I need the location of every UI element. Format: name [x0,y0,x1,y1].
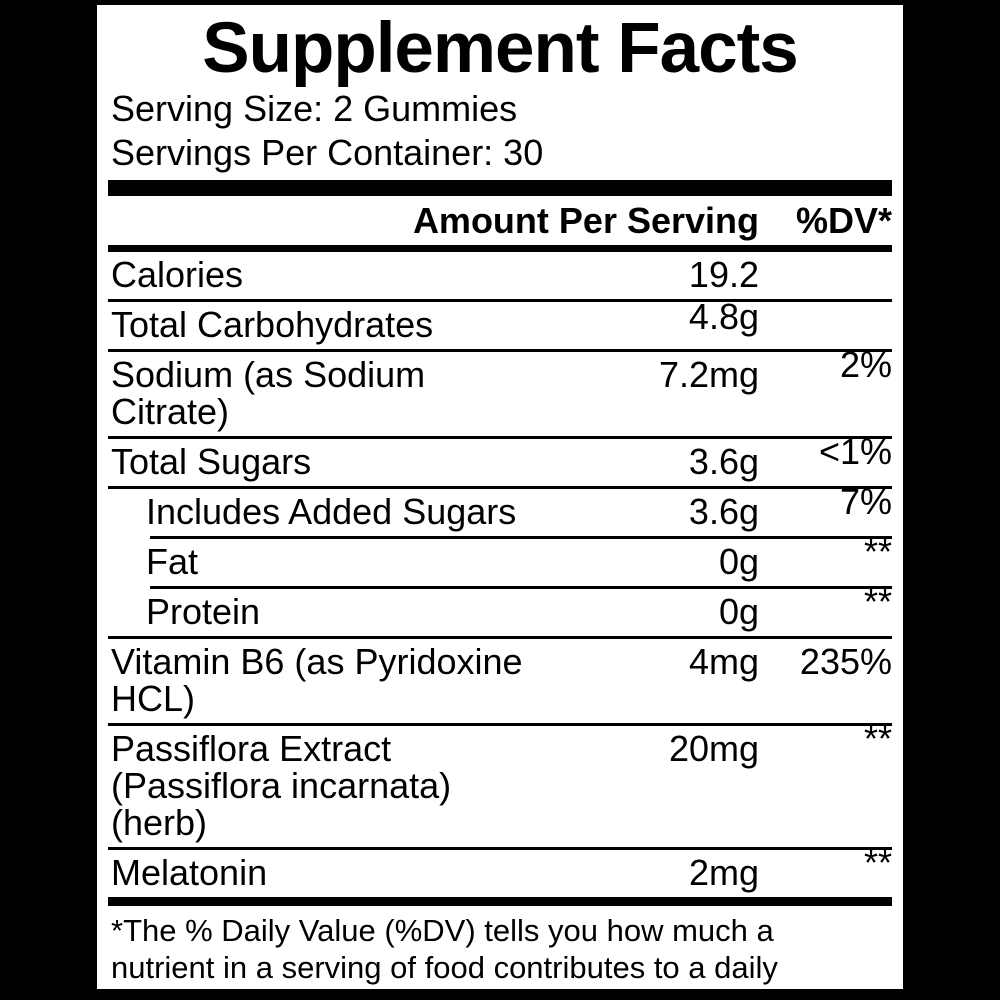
table-row-added-sugars: Includes Added Sugars 3.6g 7% [108,483,892,536]
nutrient-label: Protein [146,591,261,632]
table-row-vitamin-b6: Vitamin B6 (as Pyridoxine HCL) 4mg 235% [108,639,892,726]
servings-per-container-line: Servings Per Container: 30 [111,132,544,173]
table-row-passiflora: Passiflora Extract (Passiflora incarnata… [108,720,892,850]
amount-value: 2mg [688,852,759,893]
amount-per-serving-header: Amount Per Serving [412,199,759,241]
dv-value: ** [863,718,892,759]
nutrient-label: Total Carbohydrates [111,304,434,345]
nutrient-label: Fat [146,541,199,582]
dv-value: 2% [839,344,892,385]
amount-value: 7.2mg [658,354,759,395]
amount-value: 4.8g [688,296,759,337]
dv-value: ** [863,842,892,883]
amount-value: 20mg [668,728,759,769]
dv-value: ** [863,531,892,572]
amount-value: 0g [718,591,759,632]
sub-divider [150,586,892,589]
dv-value: ** [863,581,892,622]
table-row-total-carbohydrates: Total Carbohydrates 4.8g [108,298,892,352]
nutrient-label: Sodium (as Sodium Citrate) [111,354,426,432]
amount-value: 3.6g [688,441,759,482]
table-row-protein: Protein 0g ** [108,583,892,639]
dv-header: %DV* [795,199,892,241]
divider-thick-top [108,180,892,196]
serving-size-line: Serving Size: 2 Gummies [111,88,518,129]
amount-value: 3.6g [688,491,759,532]
table-row-melatonin: Melatonin 2mg ** [108,844,892,897]
dv-value: 7% [839,481,892,522]
table-row-total-sugars: Total Sugars 3.6g <1% [108,433,892,489]
nutrient-label-line1: Passiflora Extract [111,728,392,769]
nutrient-label: Total Sugars [111,441,312,482]
table-row-calories: Calories 19.2 [108,252,892,302]
nutrient-label: Passiflora Extract (Passiflora incarnata… [108,730,544,841]
nutrient-label: Calories [111,254,244,295]
dv-value: 235% [799,641,892,682]
nutrient-label: Includes Added Sugars [146,491,517,532]
divider-thick-bottom [108,897,892,906]
table-header-row: Amount Per Serving %DV* [108,196,892,252]
dv-value: <1% [818,431,892,472]
supplement-facts-panel: Supplement Facts Serving Size: 2 Gummies… [97,5,903,1000]
table-row-sodium: Sodium (as Sodium Citrate) 7.2mg 2% [108,346,892,439]
amount-value: 0g [718,541,759,582]
nutrient-label-line2: (Passiflora incarnata)(herb) [111,765,452,843]
amount-value: 4mg [688,641,759,682]
page-title: Supplement Facts [202,9,799,88]
dv-footnote: *The % Daily Value (%DV) tells you how m… [111,913,778,1000]
nutrient-label: Melatonin [111,852,268,893]
sub-divider [150,536,892,539]
nutrient-label: Vitamin B6 (as Pyridoxine HCL) [111,641,523,719]
table-row-fat: Fat 0g ** [108,533,892,586]
amount-value: 19.2 [688,254,759,295]
